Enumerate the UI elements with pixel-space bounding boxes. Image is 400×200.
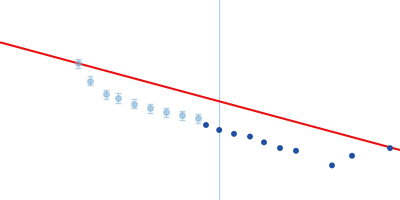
Point [349, 154, 355, 157]
Point [231, 132, 237, 135]
Point [293, 149, 299, 152]
Point [329, 164, 335, 167]
Point [216, 128, 222, 132]
Point [261, 141, 267, 144]
Point [277, 146, 283, 150]
Point [247, 135, 253, 138]
Point [387, 146, 393, 150]
Point [203, 123, 209, 127]
